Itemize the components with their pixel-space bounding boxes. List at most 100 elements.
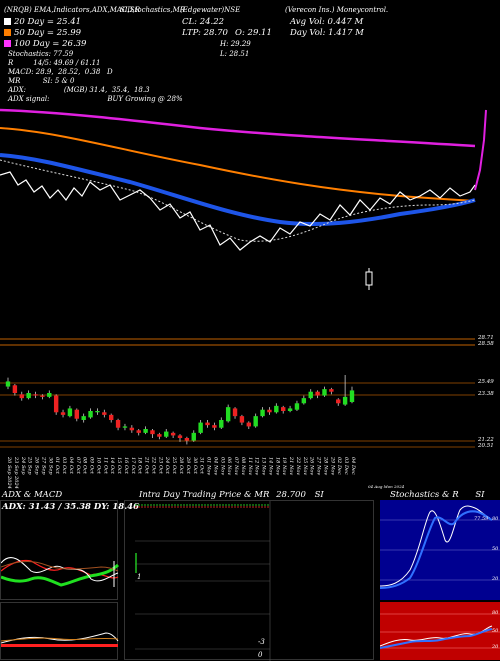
price-line <box>0 171 476 251</box>
date-label: 18 Nov <box>274 457 280 475</box>
candle-body <box>19 394 24 399</box>
candle-body <box>260 409 265 417</box>
candle-body <box>115 420 121 428</box>
date-label: 17 Oct <box>130 457 136 475</box>
candle-body <box>177 435 183 438</box>
date-label: 07 Nov <box>233 457 239 475</box>
candle-body <box>74 409 79 419</box>
date-label: 23 Oct <box>157 456 163 475</box>
candle-body <box>157 434 162 437</box>
date-label: 16 Oct <box>123 457 129 475</box>
ema-chart: (NRQB) EMA,Indicators,ADX,MACD,R SI,Stoc… <box>0 6 487 290</box>
candle-body <box>294 403 300 410</box>
date-label: 08 Nov <box>240 457 246 475</box>
stoch-blue-line <box>380 510 493 589</box>
candle-body <box>246 422 251 427</box>
stoch-si: SI <box>475 490 485 500</box>
date-label: 08 Oct <box>82 457 88 475</box>
date-label: 13 Nov <box>261 457 267 475</box>
ma-spike <box>474 109 487 191</box>
ma100-text: 100 Day = 26.39 <box>14 39 87 49</box>
date-label: 28 Oct <box>178 456 184 475</box>
macd-box <box>0 602 119 660</box>
candles-group <box>5 375 355 445</box>
intraday-title: Intra Day Trading Price & MR 28.700 SI <box>139 490 324 500</box>
intraday-svg <box>135 501 271 661</box>
date-label: 14 Nov <box>267 457 273 475</box>
stoch-annotation: 77.59 <box>474 516 489 522</box>
adx-box: ADX: 31.43 / 35.38 DY: 18.46 <box>0 500 139 600</box>
ma20-line <box>0 153 476 226</box>
candle-body <box>129 427 135 431</box>
date-label: 02 Dec <box>336 457 342 475</box>
candle-body <box>315 391 320 396</box>
candle-body <box>198 422 203 433</box>
candle-body <box>329 389 334 392</box>
date-label: 21 Oct <box>144 456 150 475</box>
stoch-axis-50: 50 <box>492 546 499 552</box>
r-text: R 14/5: 49.69 / 61.11 <box>8 59 101 67</box>
candle-body <box>47 393 52 397</box>
candle-body <box>150 430 155 435</box>
date-label: 12 Nov <box>254 457 260 475</box>
date-label: 15 Oct <box>116 457 122 475</box>
ma50-text: 50 Day = 25.99 <box>14 28 82 38</box>
date-label: 30 Oct <box>192 457 198 475</box>
candle-body <box>95 411 100 413</box>
date-label: 18 Oct <box>137 457 143 475</box>
candle-body <box>322 389 327 396</box>
adx-text: ADX: (MGB) 31.4, 35.4, 18.3 <box>8 86 150 94</box>
r-svg <box>380 613 500 649</box>
stoch-title-text: Stochastics & R <box>390 490 459 500</box>
top-part-2: EMA,Indicators,ADX,MACD,R <box>33 6 141 14</box>
adx-signal-text: ADX signal: BUY Growing @ 28% <box>8 95 183 103</box>
candle-body <box>40 395 45 397</box>
date-label: 26 Nov <box>309 456 315 475</box>
date-label: 25 Oct <box>171 456 177 475</box>
date-label: 31 Oct <box>199 457 205 475</box>
price-label-1: 28.71 <box>478 335 494 341</box>
date-label: 10 Oct <box>95 457 101 475</box>
r-blue-line <box>380 628 493 649</box>
l-value: L: 28.51 <box>220 50 250 58</box>
cl-value: CL: 24.22 <box>182 17 225 27</box>
candle-body <box>253 416 258 427</box>
top-part-1: (NRQB) <box>4 6 32 14</box>
adx-values: ADX: 31.43 / 35.38 DY: 18.46 <box>2 502 139 512</box>
candle-chart: 28.71 28.58 25.49 23.38 21.22 20.51 <box>0 335 500 455</box>
adx-svg <box>1 557 119 587</box>
candle-body <box>60 412 66 415</box>
o-value: O: 29.11 <box>235 28 272 38</box>
date-label: 01 Nov <box>206 457 212 475</box>
stoch-title: Stochastics & R SI <box>390 490 485 500</box>
candle-body <box>184 438 190 441</box>
candle-body <box>342 396 348 405</box>
candle-body <box>287 408 293 411</box>
date-label: 04 Nov <box>212 457 218 475</box>
date-label: 27 Sep <box>40 456 46 475</box>
date-label: 26 Sep <box>34 456 40 475</box>
adx-white-line <box>1 557 119 582</box>
intraday-title-text: Intra Day Trading Price & MR <box>139 490 270 500</box>
intraday-panel: Intra Day Trading Price & MR 28.700 SI 0… <box>124 489 374 661</box>
date-label: 29 Oct <box>185 456 191 475</box>
price-label-4: 23.38 <box>478 391 494 397</box>
top-part-4: (Edgewater)NSE <box>180 6 241 14</box>
candle-body <box>53 395 59 413</box>
date-label: 25 Nov <box>302 456 308 475</box>
price-label-6: 20.51 <box>478 443 494 449</box>
candle-body <box>88 411 93 418</box>
intraday-box: 0 -3 1 <box>124 500 374 661</box>
price-label-5: 21.22 <box>478 437 494 443</box>
date-label: 09 Oct <box>89 457 95 475</box>
ma100-line <box>0 108 476 148</box>
ema-lines-svg <box>0 108 487 290</box>
date-axis: 20 Sep 2024 23 Sep 2024 24 Sep 25 Sep 26 Sep… <box>0 455 500 495</box>
date-label: 07 Oct <box>75 457 81 475</box>
date-label: 14 Oct <box>109 457 115 475</box>
r-axis-50: 50 <box>492 628 499 634</box>
date-label: 05 Nov <box>219 457 225 475</box>
macd-text: MACD: 28.9, 28.52, 0.38 D <box>8 68 113 76</box>
adx-macd-panel: ADX & MACD ADX: 31.43 / 35.38 DY: 18.46 <box>0 489 139 660</box>
candle-body <box>281 407 286 411</box>
